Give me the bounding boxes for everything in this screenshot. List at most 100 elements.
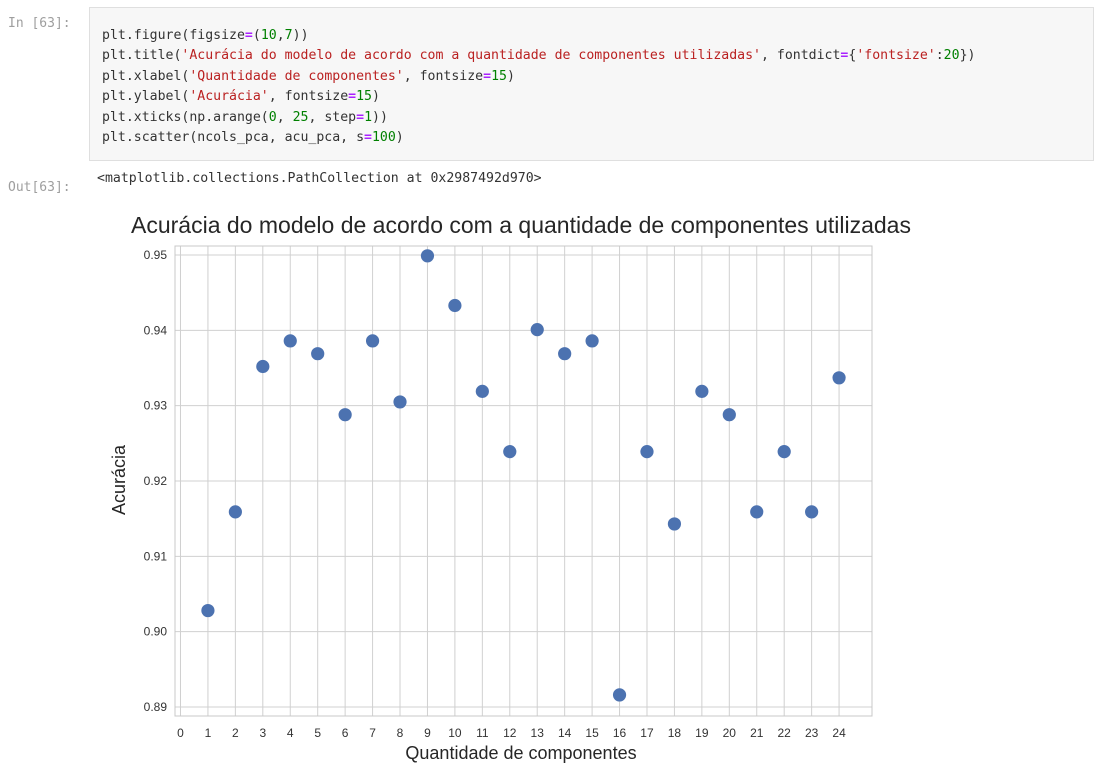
code-token: 7	[284, 28, 293, 43]
data-point	[228, 505, 242, 519]
data-point	[365, 334, 380, 348]
data-point	[256, 359, 270, 374]
code-token: {	[848, 48, 857, 64]
x-axis-label: Quantidade de componentes	[405, 743, 636, 763]
tick-labels: 0 1 2 3 4 5 6 7 8 9 10 11 12 13 14 15 16 17 18 19 20 21 22 23 24…	[144, 248, 846, 740]
code-line: plt.ylabel('Acurácia', fontsize=15)	[102, 87, 975, 107]
data-point	[667, 517, 682, 531]
y-tick-label: 0.95	[144, 248, 168, 262]
code-token: ,	[276, 109, 293, 125]
y-tick-label: 0.93	[144, 399, 168, 413]
code-token: ))	[292, 28, 309, 43]
code-cell[interactable]: plt.figure(figsize=(10,7)) plt.title('Acu…	[89, 7, 1094, 161]
code-line: plt.xlabel('Quantidade de componentes', …	[102, 67, 975, 87]
x-tick-label: 1	[205, 726, 212, 740]
data-point	[338, 408, 352, 422]
code-token: , fontdict	[761, 48, 841, 64]
data-point	[612, 688, 627, 702]
x-tick-label: 3	[259, 726, 266, 740]
x-tick-label: 17	[640, 726, 654, 740]
code-token: 1	[364, 109, 373, 125]
code-token: , step	[308, 109, 357, 125]
code-token: 15	[491, 68, 507, 84]
data-point	[503, 445, 517, 459]
x-tick-label: 11	[476, 726, 489, 740]
data-points	[201, 249, 846, 702]
data-point	[393, 395, 407, 409]
data-point	[832, 371, 846, 385]
x-tick-label: 20	[723, 726, 737, 740]
data-point	[777, 445, 791, 459]
data-point	[420, 249, 435, 263]
x-tick-label: 15	[585, 726, 599, 740]
code-token: plt.xlabel(	[102, 68, 190, 84]
y-tick-label: 0.94	[144, 323, 168, 337]
data-point	[805, 505, 819, 519]
code-token: , fontsize	[403, 68, 484, 84]
code-token: )	[372, 89, 380, 105]
code-token: 'Acurácia do modelo de acordo com a quan…	[181, 48, 761, 64]
code-token: :	[935, 48, 944, 64]
data-point	[695, 384, 709, 398]
y-tick-label: 0.92	[144, 474, 168, 488]
code-token: plt.figure(figsize	[102, 28, 245, 43]
x-tick-label: 12	[503, 726, 517, 740]
code-line: plt.scatter(ncols_pca, acu_pca, s=100)	[102, 128, 975, 148]
x-tick-label: 2	[232, 726, 239, 740]
data-point	[201, 603, 215, 618]
scatter-chart: Acurácia do modelo de acordo com a quant…	[109, 212, 911, 763]
code-token: )	[395, 130, 404, 146]
code-token: =	[244, 28, 253, 43]
code-token: ))	[372, 109, 388, 125]
code-token: , fontsize	[268, 89, 349, 105]
code-line: plt.xticks(np.arange(0, 25, step=1))	[102, 108, 975, 128]
code-token: plt.ylabel(	[102, 89, 190, 105]
x-tick-label: 6	[342, 726, 349, 740]
x-tick-label: 21	[750, 726, 764, 740]
data-point	[640, 445, 654, 459]
plot-frame	[174, 245, 873, 717]
code-token: =	[348, 89, 357, 105]
code-token: =	[356, 109, 365, 125]
x-tick-label: 4	[287, 726, 294, 740]
data-point	[283, 334, 297, 348]
x-tick-label: 23	[805, 726, 819, 740]
code-token: =	[364, 130, 372, 146]
code-token: 0	[268, 109, 277, 125]
code-token: 100	[371, 130, 396, 146]
x-tick-label: 7	[369, 726, 376, 740]
data-point	[585, 334, 599, 348]
output-text: <matplotlib.collections.PathCollection a…	[97, 171, 542, 186]
chart-title: Acurácia do modelo de acordo com a quant…	[131, 212, 911, 238]
code-token: =	[483, 68, 492, 84]
code-token: ,	[276, 28, 285, 43]
code-token: 25	[292, 109, 309, 125]
code-token: 15	[356, 89, 372, 105]
code-token: })	[959, 48, 976, 64]
data-point	[475, 384, 489, 398]
x-tick-label: 24	[832, 726, 846, 740]
code-token: =	[840, 48, 849, 64]
output-prompt: Out[63]:	[8, 180, 71, 195]
x-tick-label: 18	[668, 726, 682, 740]
code-token: plt.title(	[102, 48, 182, 64]
code-token: 'fontsize'	[856, 48, 936, 64]
code-token: 'Quantidade de componentes'	[189, 68, 404, 84]
y-tick-label: 0.90	[144, 625, 168, 639]
x-tick-label: 10	[448, 726, 462, 740]
x-tick-label: 19	[695, 726, 709, 740]
data-point	[722, 408, 736, 422]
x-tick-label: 5	[314, 726, 321, 740]
code-editor[interactable]: plt.figure(figsize=(10,7)) plt.title('Acu…	[102, 26, 975, 148]
x-tick-label: 0	[177, 726, 184, 740]
x-tick-label: 9	[424, 726, 431, 740]
code-line: plt.title('Acurácia do modelo de acordo …	[102, 46, 975, 66]
y-axis-label: Acurácia	[109, 444, 129, 515]
code-token: 'Acurácia'	[189, 89, 269, 105]
data-point	[558, 347, 572, 361]
code-line: plt.figure(figsize=(10,7))	[102, 26, 975, 46]
data-point	[530, 323, 544, 337]
y-tick-label: 0.89	[144, 700, 168, 714]
data-point	[448, 298, 462, 313]
data-point	[311, 347, 325, 361]
